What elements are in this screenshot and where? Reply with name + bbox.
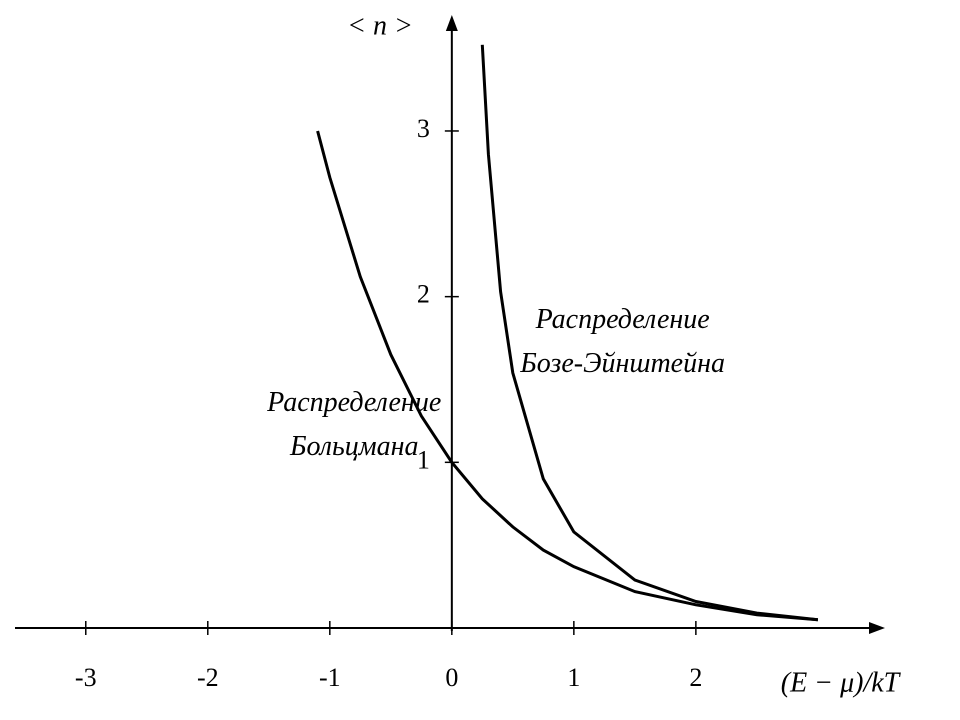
annotation: Больцмана — [289, 431, 419, 462]
x-tick-label: -1 — [319, 663, 341, 692]
x-tick-label: -3 — [75, 663, 97, 692]
annotation: Бозе-Эйнштейна — [519, 348, 725, 379]
x-tick-label: 1 — [567, 663, 580, 692]
x-tick-label: 0 — [445, 663, 458, 692]
annotation: Распределение — [266, 387, 441, 418]
y-axis-arrow — [445, 15, 458, 31]
y-tick-label: 1 — [417, 445, 430, 474]
annotation: Распределение — [535, 304, 710, 335]
curve — [480, 44, 819, 622]
x-axis-arrow — [869, 622, 885, 634]
y-tick-label: 3 — [417, 114, 430, 143]
curve — [316, 130, 819, 622]
y-tick-label: 2 — [417, 280, 430, 309]
x-axis-label: (E − μ)/kT — [781, 667, 902, 698]
x-tick-label: 2 — [689, 663, 702, 692]
y-axis-label: < n > — [347, 10, 413, 41]
x-tick-label: -2 — [197, 663, 219, 692]
